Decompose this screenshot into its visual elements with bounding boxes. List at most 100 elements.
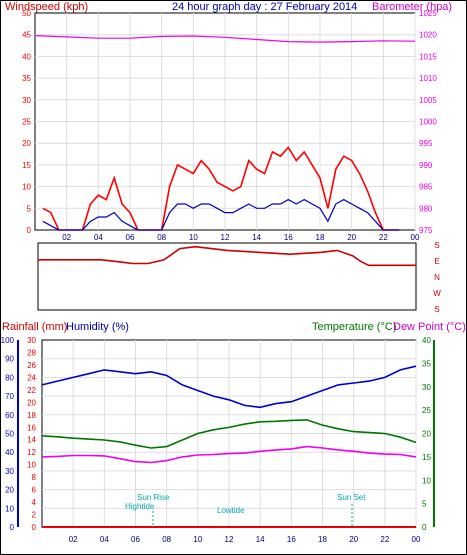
wind-x-tick-label: 12 bbox=[221, 233, 230, 242]
hightide-annotation: Hightide bbox=[125, 502, 155, 511]
climate-ticks: 0102030405060708090100024681012141618202… bbox=[1, 336, 435, 544]
sunrise-annotation: Sun Rise bbox=[137, 493, 170, 502]
barometer-tick-label: 975 bbox=[419, 226, 433, 235]
barometer-tick-label: 1010 bbox=[419, 74, 437, 83]
avg-line bbox=[42, 198, 400, 231]
humidity-tick-label: 10 bbox=[5, 504, 14, 513]
rain-tick-label: 28 bbox=[27, 348, 36, 357]
rain-tick-label: 20 bbox=[27, 398, 36, 407]
humidity-tick-label: 40 bbox=[5, 448, 14, 457]
windspeed-tick-label: 30 bbox=[22, 96, 31, 105]
direction-line bbox=[38, 245, 416, 267]
rain-tick-label: 16 bbox=[27, 423, 36, 432]
humidity-tick-label: 80 bbox=[5, 373, 14, 382]
wind-x-tick-label: 06 bbox=[126, 233, 135, 242]
rain-tick-label: 22 bbox=[27, 386, 36, 395]
direction-series bbox=[38, 245, 416, 267]
temperature-tick-label: 10 bbox=[422, 476, 431, 485]
windspeed-tick-label: 40 bbox=[22, 52, 31, 61]
direction-tick-label: N bbox=[434, 273, 440, 282]
humidity-axis-label: Humidity (%) bbox=[66, 321, 129, 333]
temperature-tick-label: 25 bbox=[422, 406, 431, 415]
humidity-tick-label: 70 bbox=[5, 392, 14, 401]
humidity-tick-label: 100 bbox=[1, 336, 15, 345]
windspeed-tick-label: 20 bbox=[22, 139, 31, 148]
wind-x-tick-label: 22 bbox=[379, 233, 388, 242]
humidity-tick-label: 20 bbox=[5, 486, 14, 495]
rain-tick-label: 8 bbox=[32, 473, 37, 482]
climate-x-tick-label: 12 bbox=[225, 535, 234, 544]
barometer-tick-label: 1025 bbox=[419, 9, 437, 18]
barometer-tick-label: 1015 bbox=[419, 52, 437, 61]
rain-tick-label: 4 bbox=[32, 498, 37, 507]
windspeed-tick-label: 15 bbox=[22, 161, 31, 170]
wind-x-tick-label: 14 bbox=[252, 233, 261, 242]
climate-grid bbox=[42, 340, 417, 527]
humidity-tick-label: 60 bbox=[5, 411, 14, 420]
humidity-tick-label: 50 bbox=[5, 430, 14, 439]
windspeed-tick-label: 0 bbox=[27, 226, 32, 235]
climate-x-tick-label: 18 bbox=[318, 535, 327, 544]
barometer-line bbox=[34, 35, 416, 43]
wind-x-tick-label: 20 bbox=[347, 233, 356, 242]
dewpoint-axis-label: Dew Point (°C) bbox=[393, 321, 466, 333]
wind-x-tick-label: 08 bbox=[157, 233, 166, 242]
climate-x-tick-label: 14 bbox=[256, 535, 265, 544]
windspeed-axis-label: Windspeed (kph) bbox=[5, 1, 88, 13]
chart-title: 24 hour graph day : 27 February 2014 bbox=[172, 1, 357, 13]
wind-x-tick-label: 04 bbox=[94, 233, 103, 242]
rain-tick-label: 10 bbox=[27, 461, 36, 470]
direction-tick-label: S bbox=[434, 241, 439, 250]
direction-plot-area bbox=[37, 242, 417, 311]
direction-tick-label: W bbox=[433, 289, 441, 298]
wind-ticks: 0510152025303540455097598098599099510001… bbox=[22, 9, 437, 242]
wind-x-tick-label: 02 bbox=[62, 233, 71, 242]
climate-x-tick-label: 16 bbox=[287, 535, 296, 544]
temperature-tick-label: 30 bbox=[422, 383, 431, 392]
climate-x-tick-label: 00 bbox=[412, 535, 421, 544]
rain-tick-label: 30 bbox=[27, 336, 36, 345]
windspeed-tick-label: 35 bbox=[22, 74, 31, 83]
temperature-tick-label: 0 bbox=[422, 523, 427, 532]
humidity-line bbox=[41, 365, 417, 409]
direction-tick-label: S bbox=[434, 305, 439, 314]
rain-tick-label: 6 bbox=[32, 486, 37, 495]
rain-tick-label: 0 bbox=[32, 523, 37, 532]
rainfall-axis-label: Rainfall (mm) bbox=[2, 321, 67, 333]
barometer-tick-label: 1005 bbox=[419, 96, 437, 105]
climate-x-tick-label: 04 bbox=[100, 535, 109, 544]
windspeed-tick-label: 10 bbox=[22, 183, 31, 192]
gust-line bbox=[42, 146, 400, 231]
temperature-tick-label: 15 bbox=[422, 453, 431, 462]
windspeed-tick-label: 45 bbox=[22, 31, 31, 40]
climate-x-tick-label: 06 bbox=[131, 535, 140, 544]
direction-tick-label: E bbox=[434, 257, 439, 266]
climate-x-tick-label: 10 bbox=[193, 535, 202, 544]
sunset-annotation: Sun Set bbox=[337, 493, 366, 502]
temperature-axis-label: Temperature (°C) bbox=[312, 321, 396, 333]
barometer-tick-label: 1020 bbox=[419, 31, 437, 40]
temperature-tick-label: 35 bbox=[422, 359, 431, 368]
wind-x-tick-label: 10 bbox=[189, 233, 198, 242]
climate-x-tick-label: 08 bbox=[162, 535, 171, 544]
temperature-tick-label: 40 bbox=[422, 336, 431, 345]
humidity-tick-label: 90 bbox=[5, 355, 14, 364]
barometer-axis-label: Barometer (hpa) bbox=[372, 1, 452, 13]
rain-tick-label: 26 bbox=[27, 361, 36, 370]
temperature-line bbox=[41, 419, 417, 449]
climate-x-tick-label: 22 bbox=[380, 535, 389, 544]
humidity-tick-label: 0 bbox=[10, 523, 15, 532]
barometer-tick-label: 985 bbox=[419, 183, 433, 192]
barometer-tick-label: 995 bbox=[419, 139, 433, 148]
rain-tick-label: 14 bbox=[27, 436, 36, 445]
climate-x-tick-label: 02 bbox=[69, 535, 78, 544]
barometer-tick-label: 980 bbox=[419, 204, 433, 213]
windspeed-tick-label: 50 bbox=[22, 9, 31, 18]
wind-x-tick-label: 00 bbox=[411, 233, 420, 242]
wind-grid bbox=[35, 13, 416, 230]
temperature-tick-label: 5 bbox=[422, 500, 427, 509]
temperature-tick-label: 20 bbox=[422, 430, 431, 439]
barometer-tick-label: 1000 bbox=[419, 118, 437, 127]
